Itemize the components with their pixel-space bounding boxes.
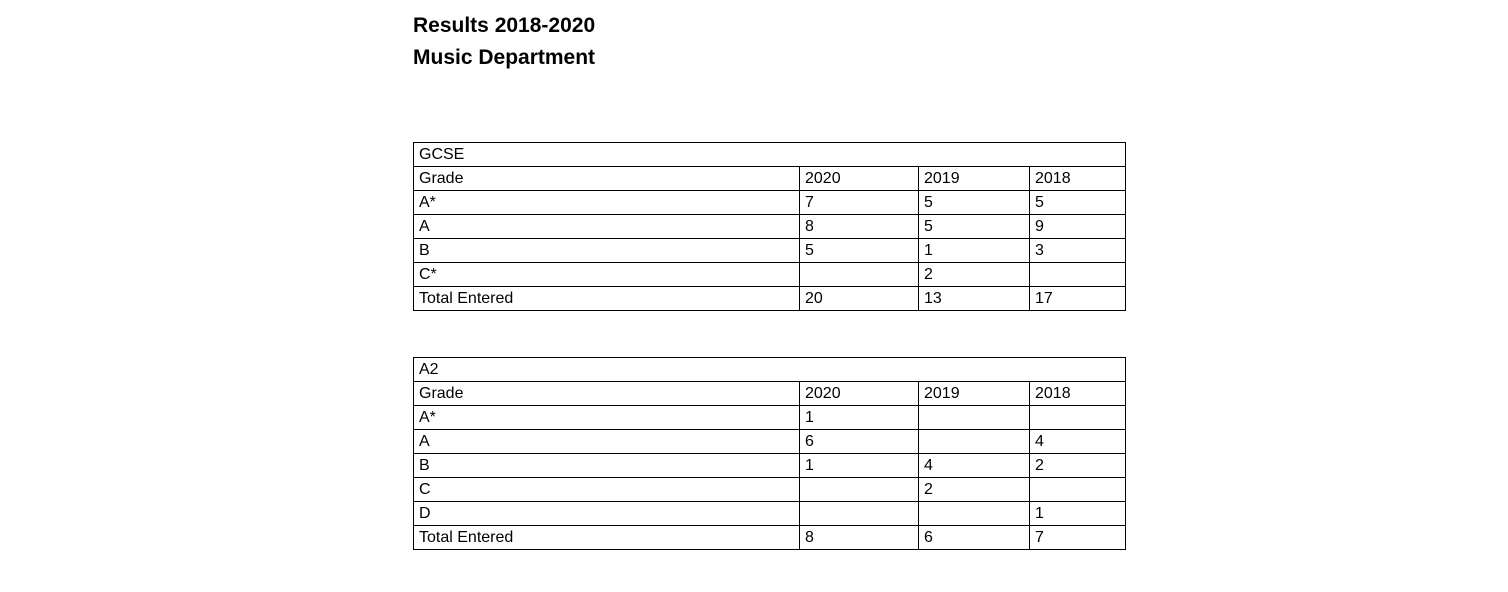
value-cell	[918, 429, 1030, 454]
value-cell: 2	[918, 477, 1030, 502]
grade-cell: C*	[413, 262, 800, 287]
value-cell: 5	[1028, 190, 1127, 215]
column-header-grade: Grade	[413, 166, 800, 191]
value-cell: 8	[799, 525, 919, 550]
value-cell: 8	[799, 214, 919, 239]
table-row: A* 1	[413, 405, 1127, 430]
table-row: C* 2	[413, 262, 1127, 287]
value-cell: 1	[799, 405, 919, 430]
grade-cell: B	[413, 238, 800, 263]
value-cell: 5	[918, 190, 1030, 215]
table-header-row: Grade 2020 2019 2018	[413, 381, 1127, 406]
page-title-line2: Music Department	[413, 46, 596, 69]
value-cell: 1	[918, 238, 1030, 263]
grade-cell: C	[413, 477, 800, 502]
page-title-line1: Results 2018-2020	[413, 14, 596, 37]
table-caption: A2	[412, 357, 1127, 382]
value-cell: 6	[918, 525, 1030, 550]
value-cell: 20	[799, 286, 919, 311]
value-cell	[918, 501, 1030, 526]
value-cell: 7	[1028, 525, 1127, 550]
column-header-2020: 2020	[799, 381, 919, 406]
value-cell: 9	[1028, 214, 1127, 239]
value-cell	[799, 477, 919, 502]
value-cell	[918, 405, 1030, 430]
column-header-2018: 2018	[1028, 381, 1127, 406]
value-cell	[1028, 477, 1127, 502]
value-cell: 6	[799, 429, 919, 454]
table-caption-row: GCSE	[412, 142, 1127, 167]
column-header-2020: 2020	[799, 166, 919, 191]
table-row: A* 7 5 5	[413, 190, 1127, 215]
value-cell	[1028, 262, 1127, 287]
value-cell: 3	[1028, 238, 1127, 263]
value-cell: 4	[918, 453, 1030, 478]
grade-cell: A*	[413, 405, 800, 430]
table-caption-row: A2	[412, 357, 1127, 382]
table-row: Total Entered 8 6 7	[413, 525, 1127, 550]
column-header-2018: 2018	[1028, 166, 1127, 191]
value-cell: 5	[918, 214, 1030, 239]
gcse-results-table: GCSE Grade 2020 2019 2018 A* 7 5 5 A 8 5 9 B 5 1 3 C…	[412, 142, 1127, 311]
column-header-2019: 2019	[918, 166, 1030, 191]
column-header-2019: 2019	[918, 381, 1030, 406]
column-header-grade: Grade	[413, 381, 800, 406]
value-cell: 13	[918, 286, 1030, 311]
table-caption: GCSE	[412, 142, 1127, 167]
grade-cell: B	[413, 453, 800, 478]
value-cell: 1	[1028, 501, 1127, 526]
grade-cell: A	[413, 214, 800, 239]
grade-cell: D	[413, 501, 800, 526]
value-cell: 4	[1028, 429, 1127, 454]
grade-cell: Total Entered	[413, 286, 800, 311]
value-cell: 7	[799, 190, 919, 215]
value-cell	[799, 501, 919, 526]
page-title: Results 2018-2020 Music Department	[413, 10, 595, 74]
table-header-row: Grade 2020 2019 2018	[413, 166, 1127, 191]
value-cell: 5	[799, 238, 919, 263]
a2-results-table: A2 Grade 2020 2019 2018 A* 1 A 6 4 B 1 4 2 C 2 D 1 To…	[412, 357, 1127, 550]
value-cell: 17	[1028, 286, 1127, 311]
grade-cell: A*	[413, 190, 800, 215]
value-cell: 2	[918, 262, 1030, 287]
grade-cell: Total Entered	[413, 525, 800, 550]
value-cell	[1028, 405, 1127, 430]
value-cell	[799, 262, 919, 287]
value-cell: 2	[1028, 453, 1127, 478]
table-row: Total Entered 20 13 17	[413, 286, 1127, 311]
value-cell: 1	[799, 453, 919, 478]
grade-cell: A	[413, 429, 800, 454]
